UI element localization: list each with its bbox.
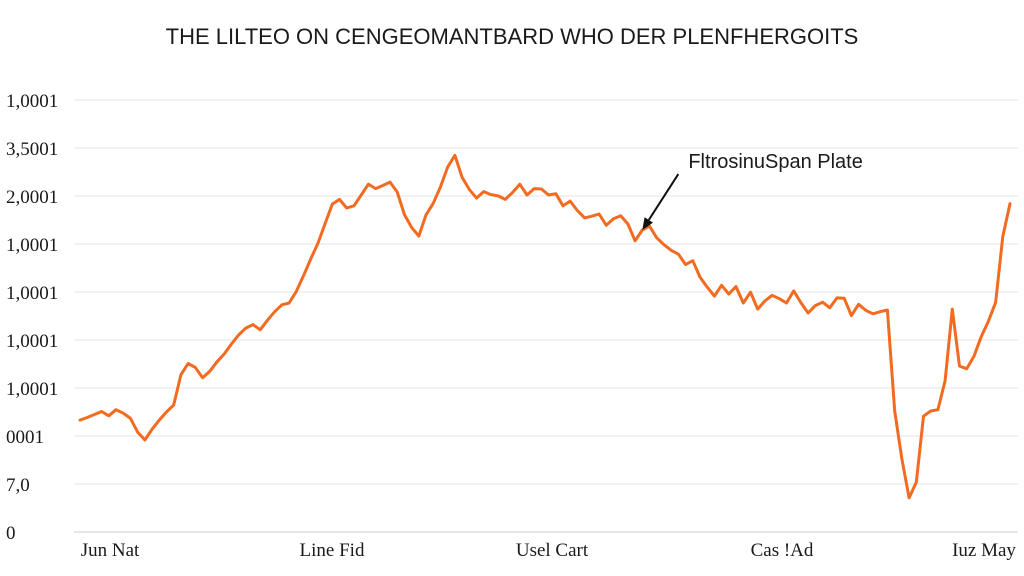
- y-tick-label: 7,0: [6, 475, 30, 496]
- chart-title: THE LILTEO ON CENGEOMANTBARD WHO DER PLE…: [166, 24, 859, 49]
- series-line: [78, 153, 1012, 500]
- x-tick-label: Jun Nat: [81, 540, 140, 561]
- y-tick-label: 1,0001: [6, 235, 58, 256]
- y-tick-label: 0: [6, 523, 16, 544]
- y-axis-tick-labels: 1,0001 3,5001 2,0001 1,0001 1,0001 1,0001 1,00…: [6, 91, 58, 544]
- x-tick-label: Iuz May: [952, 540, 1016, 561]
- annotation: FltrosinuSpan Plate: [642, 151, 863, 231]
- annotation-arrow: [647, 173, 680, 221]
- x-tick-label: Cas !Ad: [751, 540, 814, 561]
- y-tick-label: 1,0001: [6, 331, 58, 352]
- y-tick-label: 0001: [6, 427, 44, 448]
- x-tick-label: Line Fid: [300, 540, 365, 561]
- annotation-label: FltrosinuSpan Plate: [688, 151, 863, 173]
- x-tick-label: Usel Cart: [516, 540, 589, 561]
- y-tick-label: 1,0001: [6, 91, 58, 112]
- series-layer: [78, 153, 1012, 500]
- annotation-arrowhead: [642, 217, 654, 231]
- gridlines: [74, 99, 1018, 533]
- y-tick-label: 3,5001: [6, 139, 58, 160]
- y-tick-label: 1,0001: [6, 379, 58, 400]
- y-tick-label: 1,0001: [6, 283, 58, 304]
- x-axis-tick-labels: Jun Nat Line Fid Usel Cart Cas !Ad Iuz May: [81, 540, 1017, 561]
- y-tick-label: 2,0001: [6, 187, 58, 208]
